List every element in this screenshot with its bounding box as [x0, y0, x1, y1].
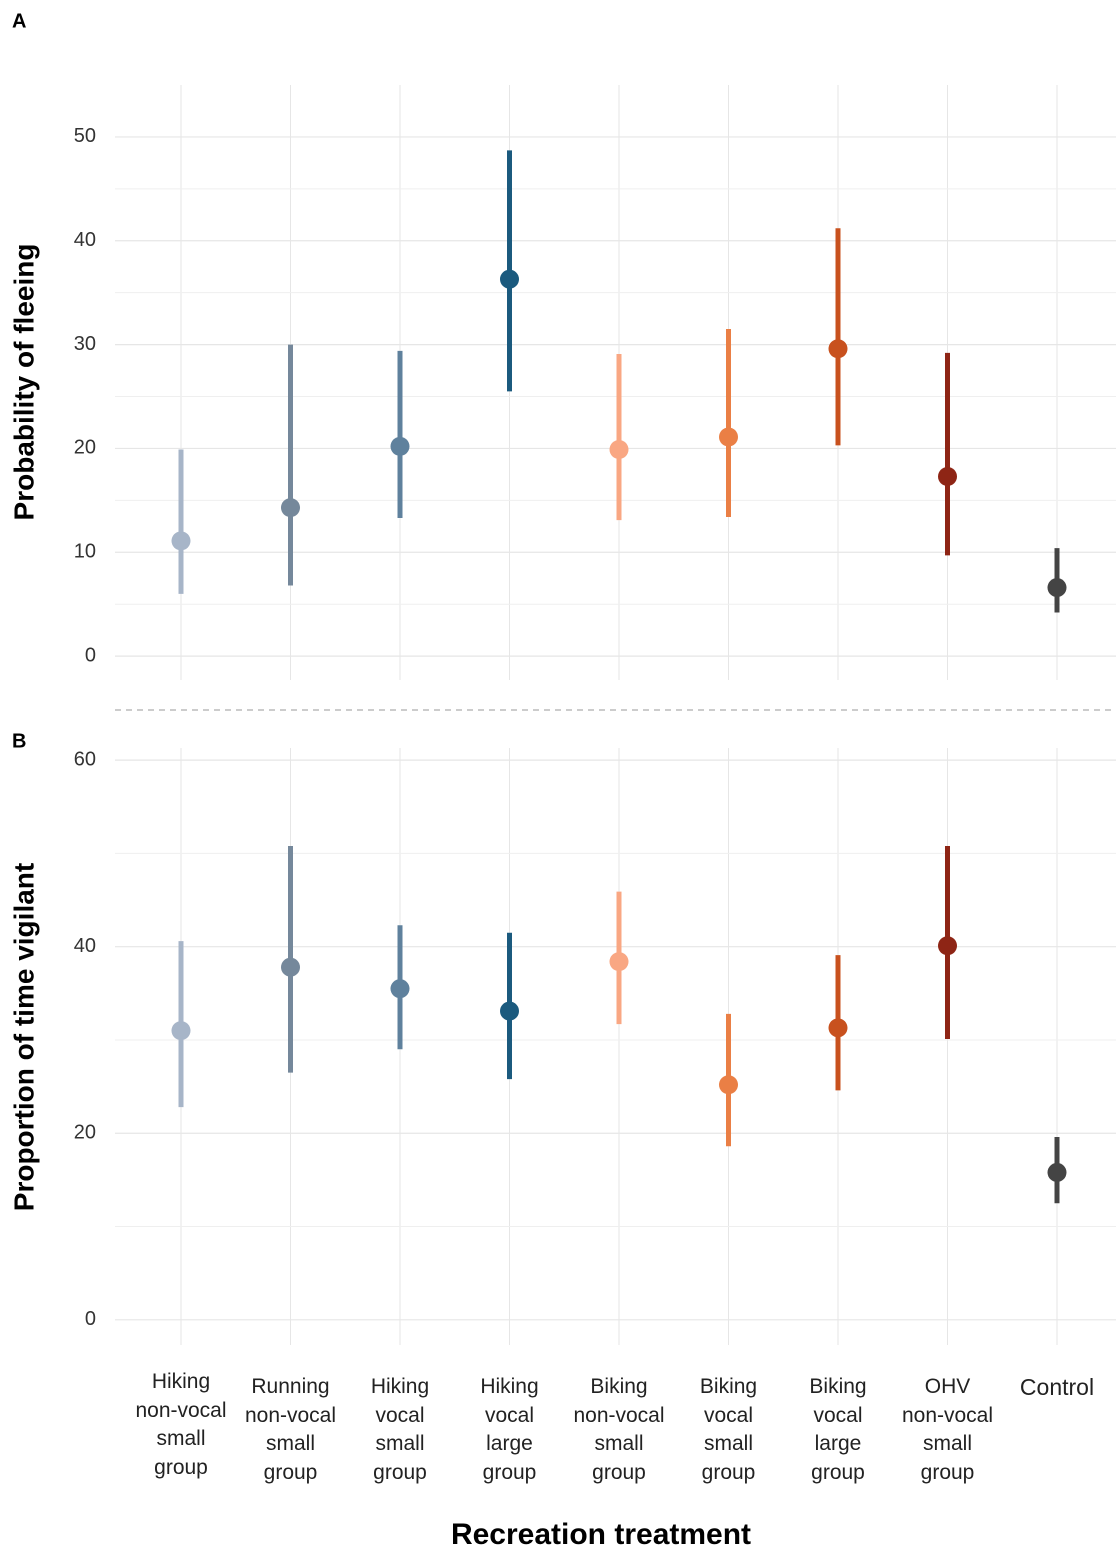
point [719, 427, 738, 447]
x-tick-label: Running non-vocal small group [244, 1375, 337, 1484]
point [500, 269, 519, 289]
panel-label: B [12, 730, 26, 752]
y-tick-label: 20 [74, 437, 96, 459]
point [938, 466, 957, 486]
y-tick-label: 10 [74, 541, 96, 563]
y-axis-title: Proportion of time vigilant [8, 863, 39, 1211]
y-tick-label: 50 [74, 125, 96, 147]
y-tick-label: 40 [74, 229, 96, 251]
point [938, 936, 957, 956]
x-tick-label: Biking non-vocal small group [573, 1375, 665, 1484]
x-tick-label: Hiking non-vocal small group [135, 1370, 227, 1479]
y-tick-label: 60 [74, 748, 96, 770]
point [281, 957, 300, 977]
x-tick-label: Hiking vocal large group [480, 1375, 539, 1484]
point [719, 1075, 738, 1095]
point [828, 339, 848, 359]
x-tick-label: Control [1019, 1374, 1095, 1400]
point [828, 1018, 848, 1038]
y-axis-title: Probability of fleeing [8, 244, 39, 521]
point [281, 498, 300, 518]
y-tick-label: 30 [74, 333, 96, 355]
panel-label: A [12, 10, 26, 32]
x-tick-label: OHV non-vocal small group [901, 1375, 994, 1484]
y-tick-label: 40 [74, 935, 96, 957]
y-tick-label: 0 [85, 1308, 96, 1330]
point [1047, 1162, 1067, 1182]
point [609, 952, 629, 972]
x-tick-label: Biking vocal large group [809, 1375, 867, 1484]
y-tick-label: 0 [85, 644, 96, 666]
point [390, 436, 410, 456]
x-tick-label: Biking vocal small group [699, 1375, 758, 1484]
y-tick-label: 20 [74, 1122, 96, 1144]
point [609, 439, 629, 459]
x-tick-label: Hiking vocal small group [370, 1375, 430, 1484]
point [171, 531, 191, 551]
point [500, 1001, 519, 1021]
point [171, 1021, 191, 1041]
x-axis-title: Recreation treatment [451, 1518, 751, 1551]
point [1047, 578, 1067, 598]
point [390, 979, 410, 999]
